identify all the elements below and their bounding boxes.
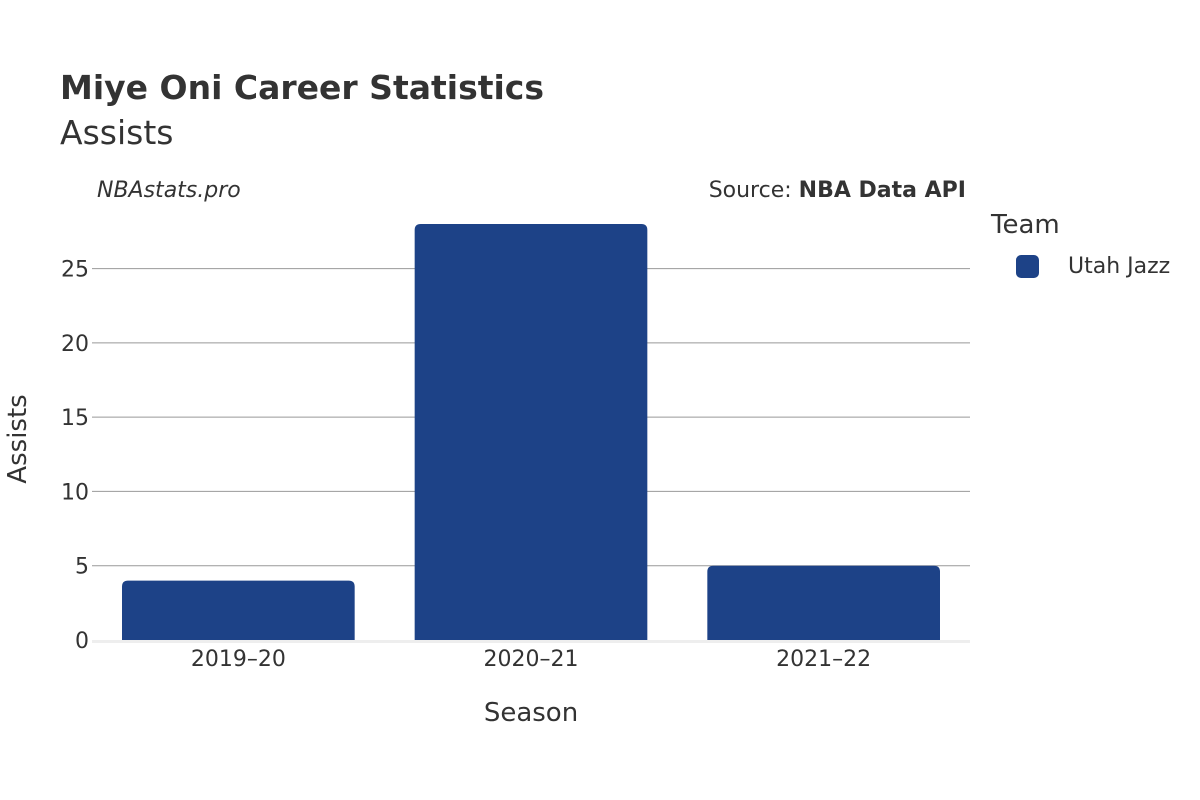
player-name: Miye Oni: [60, 68, 223, 107]
y-tick-label: 5: [75, 555, 89, 580]
x-axis-label: Season: [484, 698, 578, 728]
y-tick-label: 15: [61, 406, 89, 431]
legend-item-utah-jazz[interactable]: Utah Jazz: [1016, 252, 1170, 280]
bar-2021–22[interactable]: [707, 565, 941, 640]
bar-2019–20[interactable]: [121, 580, 355, 640]
legend-label: Utah Jazz: [1068, 253, 1171, 279]
title-rest: Career Statistics: [233, 68, 545, 107]
y-tick-label: 20: [61, 332, 89, 357]
watermark: NBAstats.pro: [97, 178, 241, 203]
source-credit: Source: NBA Data API: [709, 178, 966, 203]
source-prefix: Source:: [708, 178, 799, 203]
x-tick-labels: 2019–20 2020–21 2021–22: [191, 647, 871, 672]
legend-title: Team: [991, 210, 1060, 240]
y-tick-label: 0: [75, 629, 89, 654]
x-tick-label: 2019–20: [191, 647, 286, 672]
x-tick-label: 2021–22: [776, 647, 871, 672]
y-tick-label: 10: [61, 480, 89, 505]
source-name: NBA Data API: [798, 178, 966, 203]
legend-swatch: [1016, 254, 1039, 278]
chart-title: Miye Oni Career Statistics: [60, 68, 544, 108]
y-tick-labels: 0 5 10 15 20 25: [61, 258, 89, 654]
x-tick-label: 2020–21: [484, 647, 579, 672]
y-axis-label: Assists: [3, 394, 33, 483]
y-tick-label: 25: [61, 258, 89, 283]
bar-2020–21[interactable]: [414, 224, 648, 640]
chart-subtitle: Assists: [60, 113, 174, 152]
bars: [121, 224, 941, 640]
